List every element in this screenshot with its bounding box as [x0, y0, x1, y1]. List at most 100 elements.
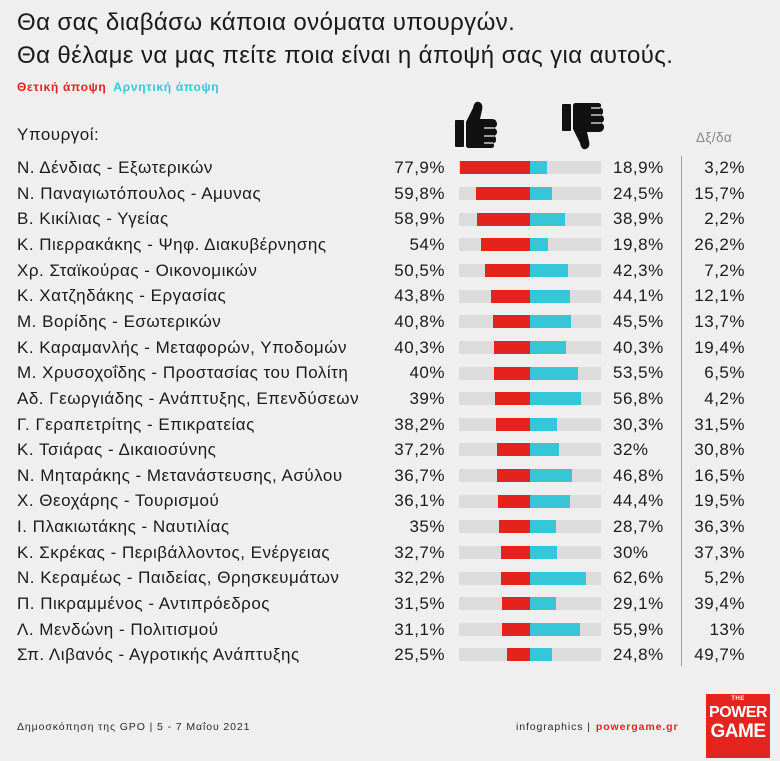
bar-track: [459, 469, 601, 483]
negative-bar: [530, 289, 570, 303]
positive-value-label: 43,8%: [394, 286, 445, 306]
logo-line2: GAME: [710, 721, 767, 742]
positive-value-label: 31,5%: [394, 593, 445, 613]
positive-value-label: 37,2%: [394, 440, 445, 460]
footer-credit-label: infographics |: [516, 721, 591, 733]
positive-bar: [495, 417, 530, 431]
positive-value-label: 40,3%: [394, 337, 445, 357]
negative-bar: [530, 520, 556, 534]
positive-value-label: 54%: [409, 235, 445, 255]
dk-value-label: 4,2%: [704, 388, 745, 408]
dk-value-label: 12,1%: [694, 286, 745, 306]
category-label: Π. Πικραμμένος - Αντιπρόεδρος: [17, 593, 270, 613]
positive-bar: [497, 494, 530, 508]
chart-row: Κ. Τσιάρας - Δικαιοσύνης 37,2% 32% 30,8%: [0, 437, 780, 463]
chart-row: Μ. Χρυσοχοΐδης - Προστασίας του Πολίτη 40…: [0, 360, 780, 386]
negative-value-label: 62,6%: [613, 568, 664, 588]
positive-value-label: 59,8%: [394, 183, 445, 203]
chart-row: Κ. Χατζηδάκης - Εργασίας 43,8% 44,1% 12,1%: [0, 283, 780, 309]
positive-value-label: 39%: [409, 388, 445, 408]
category-label: Λ. Μενδώνη - Πολιτισμού: [17, 619, 219, 639]
negative-bar: [530, 469, 573, 483]
category-label: Σπ. Λιβανός - Αγροτικής Ανάπτυξης: [17, 645, 300, 665]
bar-track: [459, 597, 601, 611]
positive-bar: [500, 545, 530, 559]
bar-track: [459, 417, 601, 431]
dk-value-label: 39,4%: [694, 593, 745, 613]
bar-track: [459, 289, 601, 303]
chart-row: Λ. Μενδώνη - Πολιτισμού 31,1% 55,9% 13%: [0, 617, 780, 643]
negative-bar: [530, 212, 565, 226]
category-label: Κ. Καραμανλής - Μεταφορών, Υποδομών: [17, 337, 347, 357]
bar-track: [459, 622, 601, 636]
chart-row: Ι. Πλακιωτάκης - Ναυτιλίας 35% 28,7% 36,3%: [0, 514, 780, 540]
chart-row: Χρ. Σταϊκούρας - Οικονομικών 50,5% 42,3% 7,…: [0, 258, 780, 284]
chart-row: Αδ. Γεωργιάδης - Ανάπτυξης, Επενδύσεων 39…: [0, 386, 780, 412]
negative-value-label: 29,1%: [613, 593, 664, 613]
negative-bar: [530, 366, 579, 380]
positive-value-label: 58,9%: [394, 209, 445, 229]
chart-row: Ν. Δένδιας - Εξωτερικών 77,9% 18,9% 3,2%: [0, 155, 780, 181]
chart-row: Ν. Παναγιωτόπουλος - Αμυνας 59,8% 24,5% 15,…: [0, 181, 780, 207]
negative-bar: [530, 264, 569, 278]
positive-bar: [493, 315, 530, 329]
positive-value-label: 36,7%: [394, 465, 445, 485]
logo-line1: POWER: [709, 704, 767, 721]
category-label: Μ. Βορίδης - Εσωτερικών: [17, 311, 222, 331]
positive-value-label: 31,1%: [394, 619, 445, 639]
negative-value-label: 45,5%: [613, 311, 664, 331]
negative-value-label: 30%: [613, 542, 649, 562]
bar-track: [459, 494, 601, 508]
bar-track: [459, 315, 601, 329]
chart-row: Β. Κικίλιας - Υγείας 58,9% 38,9% 2,2%: [0, 206, 780, 232]
bar-track: [459, 340, 601, 354]
chart-row: Μ. Βορίδης - Εσωτερικών 40,8% 45,5% 13,7%: [0, 309, 780, 335]
bar-track: [459, 366, 601, 380]
positive-bar: [490, 289, 530, 303]
dk-value-label: 37,3%: [694, 542, 745, 562]
bar-track: [459, 571, 601, 585]
negative-bar: [530, 443, 559, 457]
negative-value-label: 42,3%: [613, 260, 664, 280]
category-label: Μ. Χρυσοχοΐδης - Προστασίας του Πολίτη: [17, 363, 349, 383]
footer-site: powergame.gr: [595, 721, 679, 733]
bar-track: [459, 238, 601, 252]
bar-track: [459, 392, 601, 406]
chart-title: Θα σας διαβάσω κάποια ονόματα υπουργών.: [17, 9, 516, 36]
dk-value-label: 7,2%: [704, 260, 745, 280]
negative-value-label: 53,5%: [613, 363, 664, 383]
negative-bar: [530, 417, 558, 431]
positive-value-label: 50,5%: [394, 260, 445, 280]
bar-track: [459, 187, 601, 201]
positive-value-label: 32,2%: [394, 568, 445, 588]
positive-bar: [459, 161, 530, 175]
negative-value-label: 56,8%: [613, 388, 664, 408]
bar-track: [459, 443, 601, 457]
category-label: Χ. Θεοχάρης - Τουρισμού: [17, 491, 220, 511]
legend-negative: Αρνητική άποψη: [113, 80, 220, 94]
category-label: Αδ. Γεωργιάδης - Ανάπτυξης, Επενδύσεων: [17, 388, 360, 408]
category-label: Χρ. Σταϊκούρας - Οικονομικών: [17, 260, 258, 280]
negative-value-label: 30,3%: [613, 414, 664, 434]
powergame-logo: THE POWER GAME: [706, 694, 770, 758]
positive-bar: [501, 597, 530, 611]
positive-value-label: 32,7%: [394, 542, 445, 562]
positive-bar: [496, 469, 530, 483]
chart-row: Κ. Σκρέκας - Περιβάλλοντος, Ενέργειας 32,…: [0, 540, 780, 566]
positive-bar: [494, 392, 530, 406]
negative-bar: [530, 545, 557, 559]
negative-bar: [530, 161, 547, 175]
dk-value-label: 19,5%: [694, 491, 745, 511]
bar-track: [459, 264, 601, 278]
positive-value-label: 36,1%: [394, 491, 445, 511]
thumbs-up-icon: [455, 101, 497, 148]
chart-row: Γ. Γεραπετρίτης - Επικρατείας 38,2% 30,3% 3…: [0, 412, 780, 438]
positive-bar: [494, 366, 530, 380]
negative-value-label: 24,5%: [613, 183, 664, 203]
dk-value-label: 13%: [709, 619, 745, 639]
positive-bar: [507, 648, 530, 662]
negative-value-label: 28,7%: [613, 517, 664, 537]
negative-value-label: 18,9%: [613, 158, 664, 178]
negative-value-label: 44,1%: [613, 286, 664, 306]
dk-value-label: 5,2%: [704, 568, 745, 588]
